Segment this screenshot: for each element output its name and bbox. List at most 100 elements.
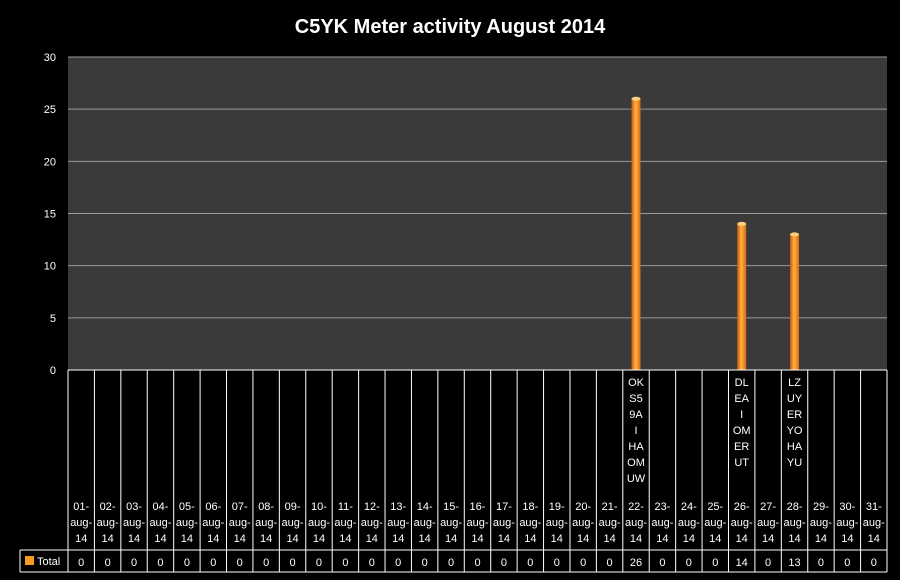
data-table-value: 0: [316, 557, 322, 569]
x-tick-label: 29-: [813, 501, 829, 513]
x-tick-label: 14: [313, 533, 325, 545]
x-tick-label: aug-: [282, 517, 304, 529]
x-tick-label: aug-: [784, 517, 806, 529]
data-table-value: 0: [765, 557, 771, 569]
x-tick-label: 16-: [470, 501, 486, 513]
x-tick-label: 14: [392, 533, 404, 545]
x-tick-label: 26-: [734, 501, 750, 513]
x-tick-label: 14: [630, 533, 642, 545]
x-tick-label: 14: [656, 533, 668, 545]
x-tick-label: 14: [234, 533, 246, 545]
x-tick-label: aug-: [361, 517, 383, 529]
x-tick-label: 14: [181, 533, 193, 545]
x-tick-label: 14: [788, 533, 800, 545]
x-tick-label: aug-: [149, 517, 171, 529]
x-tick-label: 19-: [549, 501, 565, 513]
x-tick-label: 14: [551, 533, 563, 545]
x-tick-label: aug-: [229, 517, 251, 529]
x-tick-label: 14: [102, 533, 114, 545]
bar: [790, 234, 800, 370]
bar: [631, 98, 641, 370]
data-table-value: 0: [474, 557, 480, 569]
x-tick-label: aug-: [334, 517, 356, 529]
data-table-value: 0: [818, 557, 824, 569]
data-table-value: 0: [554, 557, 560, 569]
data-table-value: 0: [105, 557, 111, 569]
x-tick-label: 08-: [258, 501, 274, 513]
y-tick-label: 5: [50, 313, 56, 325]
x-tick-label: 20-: [575, 501, 591, 513]
x-tick-label: 14: [709, 533, 721, 545]
bar-top: [790, 232, 800, 237]
x-tick-label: 07-: [232, 501, 248, 513]
x-tick-label: aug-: [651, 517, 673, 529]
annotation-label: ER: [787, 409, 802, 421]
x-tick-label: 14: [683, 533, 695, 545]
x-tick-label: 14: [471, 533, 483, 545]
data-table-value: 0: [263, 557, 269, 569]
x-tick-label: 14: [815, 533, 827, 545]
y-tick-label: 30: [44, 52, 56, 64]
data-table-value: 0: [871, 557, 877, 569]
x-tick-label: 04-: [153, 501, 169, 513]
x-tick-label: 14: [366, 533, 378, 545]
x-tick-label: aug-: [466, 517, 488, 529]
annotation-label: OM: [627, 457, 645, 469]
x-tick-label: aug-: [757, 517, 779, 529]
x-tick-label: aug-: [836, 517, 858, 529]
x-tick-label: aug-: [493, 517, 515, 529]
data-table-value: 14: [736, 557, 748, 569]
x-tick-label: 23-: [654, 501, 670, 513]
y-tick-label: 15: [44, 209, 56, 221]
data-table-value: 0: [607, 557, 613, 569]
x-tick-label: aug-: [176, 517, 198, 529]
annotation-label: DL: [735, 377, 749, 389]
x-tick-label: 27-: [760, 501, 776, 513]
data-table-value: 0: [290, 557, 296, 569]
data-table-value: 0: [659, 557, 665, 569]
chart-title: C5YK Meter activity August 2014: [295, 16, 606, 38]
x-tick-label: 17-: [496, 501, 512, 513]
x-tick-label: 14: [603, 533, 615, 545]
x-tick-label: aug-: [546, 517, 568, 529]
x-tick-label: aug-: [625, 517, 647, 529]
data-table-value: 0: [369, 557, 375, 569]
x-tick-label: 14: [339, 533, 351, 545]
data-table-value: 0: [422, 557, 428, 569]
x-tick-label: 31-: [866, 501, 882, 513]
data-table-value: 0: [210, 557, 216, 569]
annotation-label: LZ: [788, 377, 801, 389]
x-tick-label: aug-: [519, 517, 541, 529]
x-tick-label: aug-: [731, 517, 753, 529]
x-tick-label: aug-: [255, 517, 277, 529]
x-tick-label: 03-: [126, 501, 142, 513]
data-table-value: 0: [712, 557, 718, 569]
annotation-label: S5: [629, 393, 642, 405]
x-tick-label: aug-: [202, 517, 224, 529]
x-tick-label: aug-: [572, 517, 594, 529]
x-tick-label: 01-: [73, 501, 89, 513]
x-tick-label: 14: [154, 533, 166, 545]
data-table-value: 0: [844, 557, 850, 569]
x-tick-label: 30-: [839, 501, 855, 513]
annotation-label: YU: [787, 457, 802, 469]
bar: [737, 223, 747, 370]
bar-top: [737, 221, 747, 226]
x-tick-label: 22-: [628, 501, 644, 513]
x-tick-label: aug-: [123, 517, 145, 529]
x-tick-label: 06-: [205, 501, 221, 513]
x-tick-label: 14: [128, 533, 140, 545]
x-tick-label: 14: [841, 533, 853, 545]
bar-top: [631, 96, 641, 101]
legend-key: [25, 556, 34, 565]
x-tick-label: 14: [498, 533, 510, 545]
x-tick-label: 15-: [443, 501, 459, 513]
data-table-value: 0: [501, 557, 507, 569]
annotation-label: UT: [734, 457, 749, 469]
data-table-value: 0: [78, 557, 84, 569]
data-table-value: 0: [237, 557, 243, 569]
annotation-label: I: [740, 409, 743, 421]
data-table-value: 0: [448, 557, 454, 569]
annotation-label: 9A: [629, 409, 643, 421]
